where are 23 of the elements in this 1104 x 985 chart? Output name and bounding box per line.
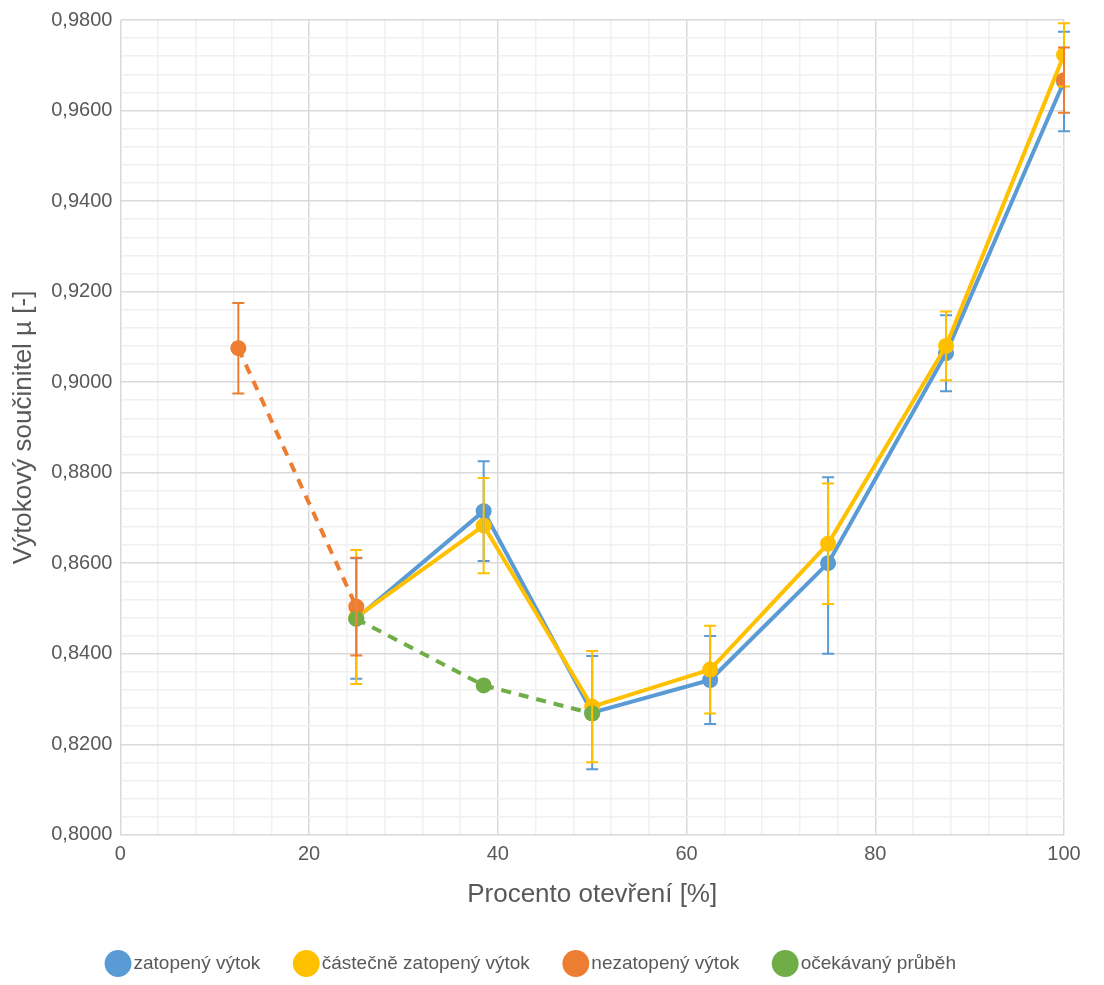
y-tick-label: 0,9400 xyxy=(51,188,113,211)
point xyxy=(475,677,492,694)
y-tick-label: 0,9000 xyxy=(51,369,113,392)
legend-label: částečně zatopený výtok xyxy=(321,951,531,973)
y-tick-label: 0,8800 xyxy=(51,460,113,483)
y-tick-label: 0,8400 xyxy=(51,641,113,664)
y-tick-label: 0,9200 xyxy=(51,279,113,302)
x-tick-label: 100 xyxy=(1047,842,1081,865)
legend-label: očekávaný průběh xyxy=(800,951,956,973)
x-tick-label: 60 xyxy=(675,842,698,865)
y-tick-label: 0,8000 xyxy=(51,822,113,845)
legend-label: nezatopený výtok xyxy=(591,951,740,973)
x-tick-label: 0 xyxy=(114,842,126,865)
x-tick-label: 80 xyxy=(864,842,887,865)
x-tick-label: 40 xyxy=(486,842,509,865)
y-axis-title: Výtokový součinitel µ [-] xyxy=(6,290,37,565)
legend-label: zatopený výtok xyxy=(133,951,261,973)
y-tick-label: 0,9600 xyxy=(51,98,113,121)
x-axis-title: Procento otevření [%] xyxy=(467,877,718,908)
y-tick-label: 0,8200 xyxy=(51,731,113,754)
x-tick-label: 20 xyxy=(297,842,321,865)
y-tick-label: 0,9800 xyxy=(51,7,113,30)
y-tick-label: 0,8600 xyxy=(51,550,113,573)
